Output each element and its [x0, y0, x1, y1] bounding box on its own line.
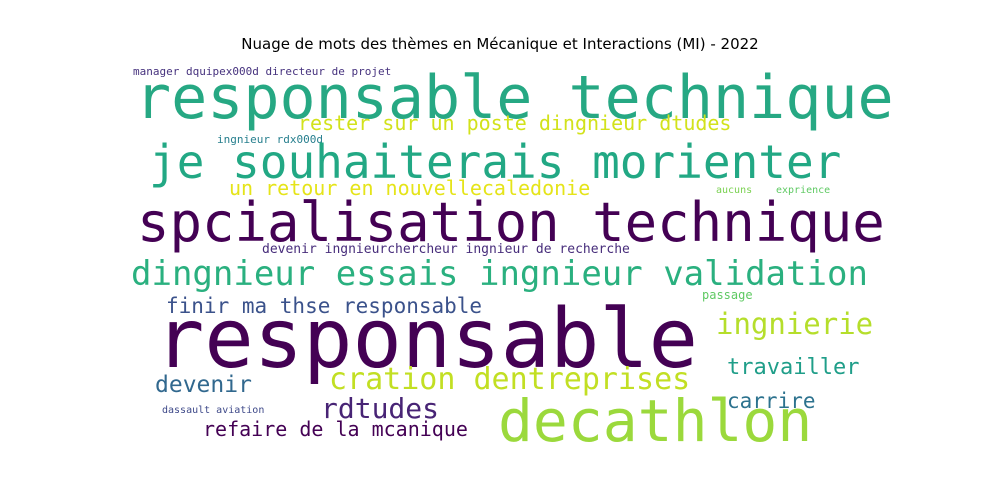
word: carrire — [727, 389, 816, 413]
word: passage — [702, 288, 753, 302]
word: devenir — [155, 372, 252, 398]
word: je souhaiterais morienter — [149, 135, 842, 189]
word: responsable — [155, 292, 699, 387]
word: aucuns — [716, 185, 753, 196]
word: devenir ingnieurchercheur ingnieur de re… — [262, 242, 630, 257]
word: manager dquipex000d directeur de projet — [133, 65, 392, 78]
word: cration dentreprises — [329, 362, 691, 397]
word: rdtudes — [321, 392, 440, 425]
word: dassault aviation — [162, 405, 265, 416]
chart-title: Nuage de mots des thèmes en Mécanique et… — [241, 35, 759, 53]
word: travailler — [727, 355, 860, 380]
word: ingnieur rdx000d — [217, 133, 323, 146]
word: un retour en nouvellecaledonie — [229, 176, 591, 200]
word: exprience — [776, 185, 831, 196]
word: responsable technique — [135, 63, 894, 133]
word: refaire de la mcanique — [203, 417, 468, 441]
word: rester sur un poste dingnieur dtudes — [298, 111, 732, 135]
word: finir ma thse responsable — [166, 294, 483, 318]
word: spcialisation technique — [137, 191, 885, 254]
word: ingnierie — [716, 307, 874, 341]
word: decathlon — [498, 387, 813, 455]
word: dingnieur essais ingnieur validation — [131, 254, 868, 294]
